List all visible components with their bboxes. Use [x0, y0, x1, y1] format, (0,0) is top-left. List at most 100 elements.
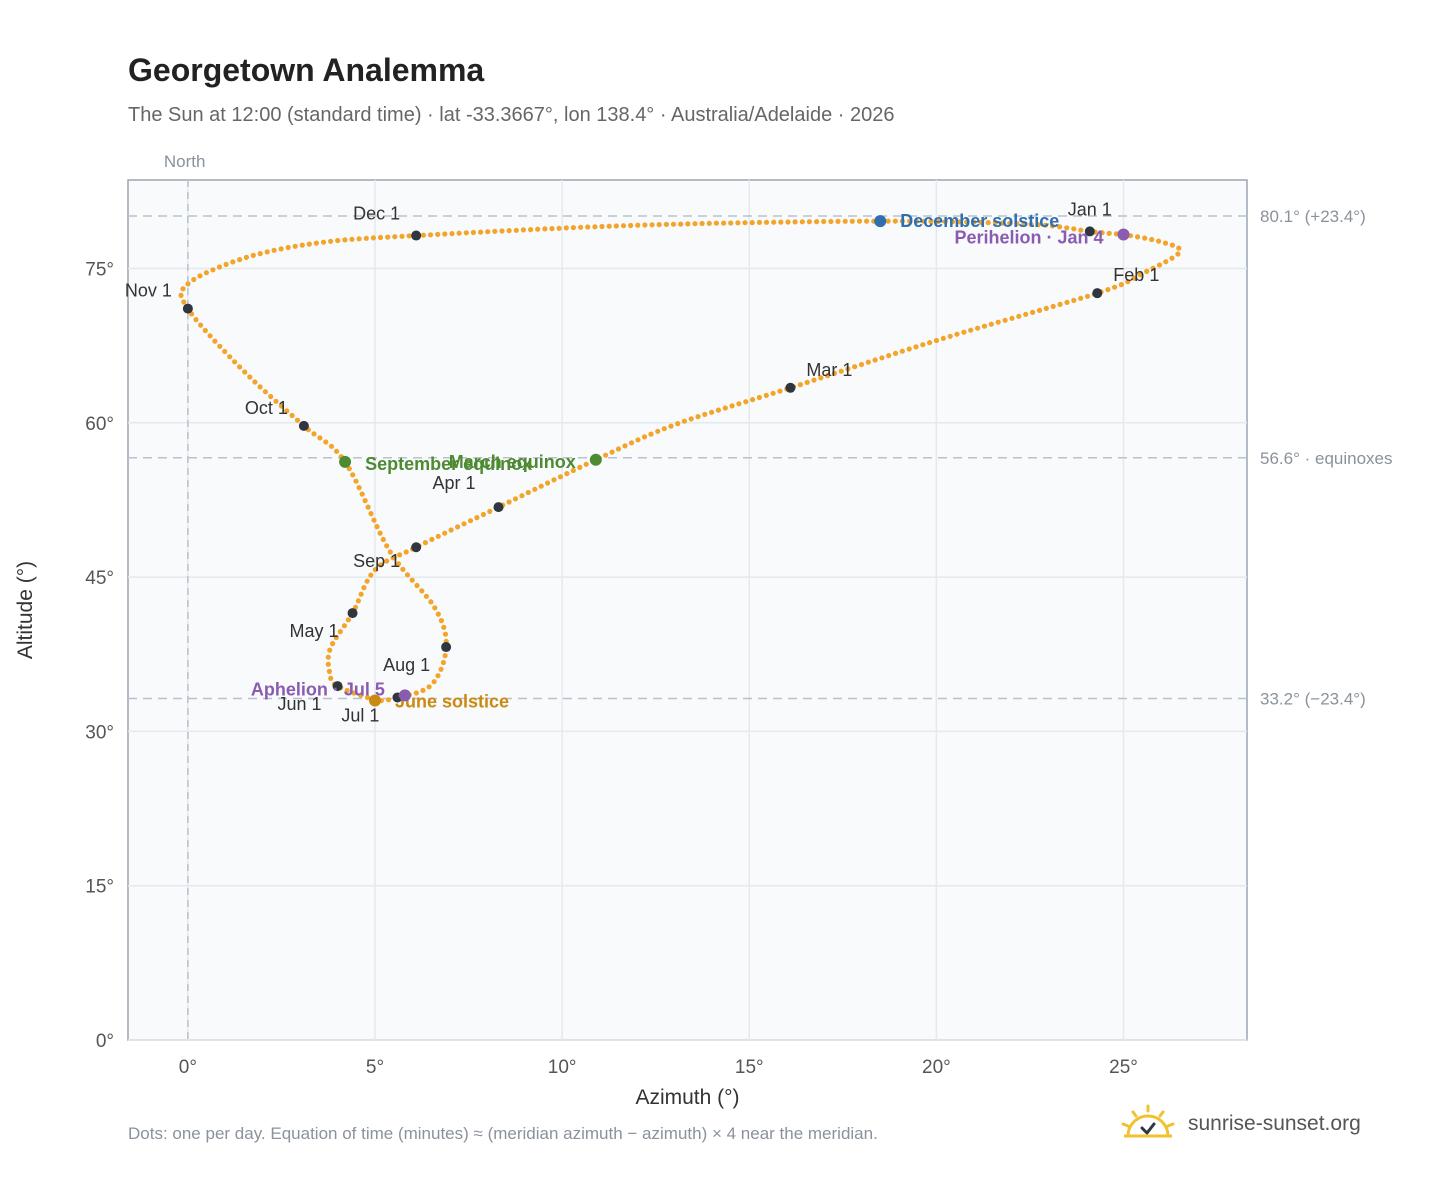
daily-sun-dot — [971, 219, 977, 225]
daily-sun-dot — [435, 673, 441, 679]
daily-sun-dot — [207, 333, 213, 339]
daily-sun-dot — [920, 342, 926, 348]
daily-sun-dot — [642, 222, 648, 228]
daily-sun-dot — [284, 408, 290, 414]
daily-sun-dot — [399, 233, 405, 239]
daily-sun-dot — [273, 398, 279, 404]
daily-sun-dot — [370, 235, 376, 241]
daily-sun-dot — [578, 224, 584, 230]
daily-sun-dot — [845, 366, 851, 372]
daily-sun-dot — [681, 418, 688, 424]
month-label: Apr 1 — [433, 473, 476, 493]
daily-sun-dot — [242, 369, 248, 375]
daily-sun-dot — [564, 471, 570, 477]
daily-sun-dot — [422, 540, 428, 546]
daily-sun-dot — [542, 226, 548, 232]
daily-sun-dot — [538, 483, 544, 489]
daily-sun-dot — [441, 624, 447, 630]
event-marker — [874, 215, 887, 228]
event-label: March equinox — [449, 452, 576, 472]
daily-sun-dot — [419, 588, 425, 594]
month-label: Jun 1 — [278, 694, 322, 714]
daily-sun-dot — [879, 355, 885, 361]
month-label: Aug 1 — [383, 655, 430, 675]
daily-sun-dot — [978, 219, 984, 225]
daily-sun-dot — [557, 474, 564, 480]
daily-sun-dot — [431, 679, 437, 685]
daily-sun-dot — [695, 414, 701, 420]
daily-sun-dot — [1162, 240, 1169, 246]
daily-sun-dot — [520, 227, 527, 233]
event-label: Perihelion · Jan 4 — [954, 228, 1103, 248]
y-tick-label: 15° — [85, 877, 114, 898]
daily-sun-dot — [1163, 259, 1169, 265]
daily-sun-dot — [797, 382, 804, 388]
daily-sun-dot — [1049, 223, 1056, 229]
daily-sun-dot — [1084, 293, 1091, 299]
daily-sun-dot — [191, 276, 197, 283]
daily-sun-dot — [448, 527, 454, 533]
month-label: Oct 1 — [245, 398, 288, 418]
daily-sun-dot — [406, 233, 412, 239]
daily-sun-dot — [1030, 309, 1036, 315]
daily-sun-dot — [556, 225, 562, 231]
daily-sun-dot — [961, 329, 967, 335]
x-tick-label: 15° — [735, 1057, 764, 1078]
daily-sun-dot — [223, 261, 229, 267]
daily-sun-dot — [927, 340, 933, 346]
event-marker — [339, 455, 352, 468]
daily-sun-dot — [181, 299, 187, 305]
daily-sun-dot — [872, 357, 878, 363]
daily-sun-dot — [1105, 287, 1111, 293]
daily-sun-dot — [250, 252, 256, 258]
daily-sun-dot — [463, 230, 469, 236]
daily-sun-dot — [721, 220, 727, 226]
daily-sun-dot — [763, 392, 769, 398]
daily-sun-dot — [928, 218, 934, 224]
daily-sun-dot — [325, 654, 331, 660]
daily-sun-dot — [756, 394, 763, 401]
daily-sun-dot — [995, 319, 1001, 325]
brand[interactable]: sunrise-sunset.org — [1120, 1102, 1361, 1146]
daily-sun-dot — [535, 226, 541, 232]
daily-sun-dot — [442, 631, 449, 637]
daily-sun-dot — [1176, 245, 1182, 251]
month-label: Sep 1 — [353, 551, 400, 571]
daily-sun-dot — [492, 228, 498, 234]
daily-sun-dot — [294, 417, 301, 423]
daily-sun-dot — [278, 246, 284, 252]
daily-sun-dot — [227, 354, 233, 360]
month-marker — [411, 542, 422, 553]
daily-sun-dot — [1071, 226, 1077, 232]
daily-sun-dot — [1071, 297, 1077, 303]
daily-sun-dot — [670, 221, 677, 227]
daily-sun-dot — [736, 401, 742, 407]
daily-sun-dot — [442, 530, 448, 536]
footnote: Dots: one per day. Equation of time (min… — [128, 1124, 878, 1143]
daily-sun-dot — [359, 491, 365, 497]
daily-sun-dot — [423, 593, 429, 599]
month-label: Jul 1 — [341, 705, 379, 725]
daily-sun-dot — [478, 229, 484, 235]
daily-sun-dot — [949, 219, 956, 225]
daily-sun-dot — [327, 647, 333, 653]
daily-sun-dot — [361, 585, 367, 591]
daily-sun-dot — [257, 384, 263, 390]
daily-sun-dot — [985, 220, 991, 226]
month-marker — [347, 608, 358, 619]
daily-sun-dot — [346, 466, 352, 472]
daily-sun-dot — [613, 223, 619, 229]
daily-sun-dot — [814, 219, 820, 225]
daily-sun-dot — [706, 220, 712, 226]
daily-sun-dot — [1007, 220, 1013, 226]
daily-sun-dot — [198, 322, 204, 328]
daily-sun-dot — [763, 219, 770, 225]
daily-sun-dot — [356, 236, 362, 242]
daily-sun-dot — [1043, 305, 1049, 311]
daily-sun-dot — [885, 218, 891, 224]
daily-sun-dot — [470, 229, 476, 236]
daily-sun-dot — [663, 221, 670, 227]
daily-sun-dot — [1002, 317, 1008, 323]
daily-sun-dot — [799, 219, 805, 225]
